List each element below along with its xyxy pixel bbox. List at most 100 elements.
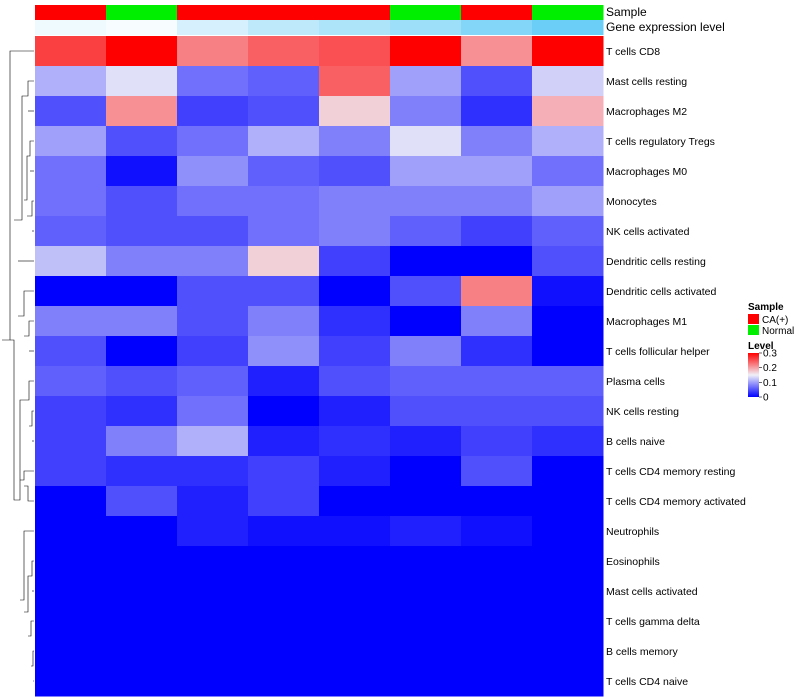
heatmap-cell — [35, 516, 107, 547]
row-label: Mast cells resting — [606, 76, 687, 88]
heatmap-cell — [177, 546, 249, 577]
heatmap-cell — [106, 546, 178, 577]
heatmap-cell — [532, 306, 604, 337]
heatmap-cell — [248, 66, 320, 97]
heatmap-cell — [319, 366, 391, 397]
expression-annotation-cell — [319, 20, 391, 35]
heatmap-cell — [177, 336, 249, 367]
heatmap-cell — [106, 126, 178, 157]
heatmap-cell — [248, 456, 320, 487]
heatmap-cell — [35, 276, 107, 307]
expression-annotation-cell — [35, 20, 107, 35]
heatmap-cell — [177, 96, 249, 127]
heatmap-cell — [532, 486, 604, 517]
row-label: Plasma cells — [606, 376, 665, 388]
heatmap-cell — [390, 606, 462, 637]
heatmap-cell — [532, 186, 604, 217]
heatmap-cell — [390, 486, 462, 517]
row-label: Macrophages M1 — [606, 316, 687, 328]
heatmap-cell — [177, 306, 249, 337]
heatmap-cell — [461, 96, 533, 127]
heatmap-cell — [461, 36, 533, 67]
level-legend-tick-label: 0.3 — [763, 349, 777, 360]
heatmap-cell — [319, 276, 391, 307]
heatmap-cell — [35, 606, 107, 637]
heatmap-cell — [35, 426, 107, 457]
row-label: Mast cells activated — [606, 586, 698, 598]
heatmap-cell — [461, 366, 533, 397]
sample-annotation-cell — [461, 5, 533, 20]
heatmap-cell — [248, 156, 320, 187]
heatmap-cell — [461, 186, 533, 217]
level-legend-tick-label: 0 — [763, 393, 769, 404]
sample-annotation-cell — [248, 5, 320, 20]
level-legend-title: Level — [748, 341, 774, 352]
heatmap-cell — [461, 156, 533, 187]
heatmap-cell — [248, 186, 320, 217]
heatmap-cell — [390, 516, 462, 547]
heatmap-cell — [390, 96, 462, 127]
heatmap-cell — [177, 456, 249, 487]
heatmap-cell — [248, 276, 320, 307]
heatmap-cell — [319, 36, 391, 67]
heatmap-cell — [35, 246, 107, 277]
heatmap-cell — [106, 36, 178, 67]
heatmap-cell — [177, 126, 249, 157]
heatmap-cell — [106, 336, 178, 367]
heatmap-cell — [461, 636, 533, 667]
heatmap-cell — [319, 96, 391, 127]
heatmap-cell — [390, 576, 462, 607]
heatmap-cell — [461, 216, 533, 247]
heatmap-cell — [35, 186, 107, 217]
heatmap-cell — [390, 366, 462, 397]
row-label: Neutrophils — [606, 526, 659, 538]
expression-annotation-cell — [106, 20, 178, 35]
heatmap-cell — [106, 426, 178, 457]
row-label: T cells follicular helper — [606, 346, 710, 358]
expression-annotation-cell — [532, 20, 604, 35]
heatmap-cell — [35, 66, 107, 97]
heatmap-cell — [390, 156, 462, 187]
heatmap-cell — [248, 486, 320, 517]
heatmap-cell — [532, 216, 604, 247]
heatmap-cell — [177, 276, 249, 307]
heatmap-cell — [532, 276, 604, 307]
row-label: B cells naive — [606, 436, 665, 448]
row-label: NK cells activated — [606, 226, 690, 238]
heatmap-cell — [248, 126, 320, 157]
heatmap-cell — [248, 216, 320, 247]
heatmap-cell — [319, 126, 391, 157]
heatmap-cell — [461, 516, 533, 547]
heatmap-cell — [248, 246, 320, 277]
heatmap-cell — [461, 336, 533, 367]
heatmap-cell — [319, 396, 391, 427]
heatmap-cell — [532, 126, 604, 157]
heatmap-cell — [390, 246, 462, 277]
heatmap-cell — [390, 306, 462, 337]
heatmap-cell — [319, 576, 391, 607]
heatmap-cell — [319, 186, 391, 217]
heatmap-cell — [319, 156, 391, 187]
heatmap-cell — [248, 306, 320, 337]
annotation-label: Gene expression level — [606, 20, 725, 34]
row-label: T cells CD8 — [606, 46, 660, 58]
heatmap-cell — [319, 486, 391, 517]
row-label: T cells regulatory Tregs — [606, 136, 715, 148]
heatmap-cell — [248, 546, 320, 577]
heatmap-cell — [319, 546, 391, 577]
sample-annotation-cell — [319, 5, 391, 20]
heatmap-cell — [461, 276, 533, 307]
row-label: T cells CD4 memory activated — [606, 496, 746, 508]
row-label: T cells CD4 naive — [606, 676, 688, 688]
level-legend-tick-label: 0.2 — [763, 363, 777, 374]
heatmap-cell — [35, 576, 107, 607]
row-label: Monocytes — [606, 196, 657, 208]
heatmap-cell — [177, 186, 249, 217]
heatmap-cell — [35, 486, 107, 517]
heatmap-cell — [390, 396, 462, 427]
expression-annotation-cell — [461, 20, 533, 35]
heatmap-cell — [532, 246, 604, 277]
heatmap-cell — [177, 636, 249, 667]
heatmap-cell — [390, 456, 462, 487]
